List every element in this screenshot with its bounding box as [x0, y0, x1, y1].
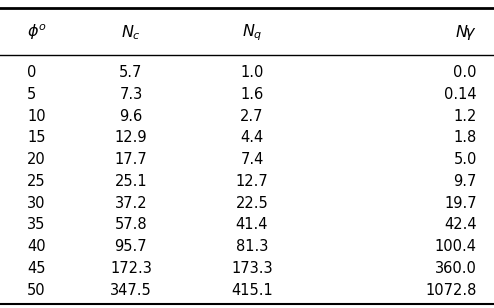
Text: 4.4: 4.4: [240, 130, 264, 145]
Text: 173.3: 173.3: [231, 261, 273, 276]
Text: 15: 15: [27, 130, 45, 145]
Text: 0: 0: [27, 65, 37, 80]
Text: 5: 5: [27, 87, 37, 102]
Text: 100.4: 100.4: [435, 239, 477, 254]
Text: $N_q$: $N_q$: [242, 22, 262, 43]
Text: 40: 40: [27, 239, 46, 254]
Text: 17.7: 17.7: [115, 152, 147, 167]
Text: 37.2: 37.2: [115, 196, 147, 211]
Text: 81.3: 81.3: [236, 239, 268, 254]
Text: 0.14: 0.14: [444, 87, 477, 102]
Text: $N_c$: $N_c$: [121, 23, 141, 42]
Text: 12.7: 12.7: [236, 174, 268, 189]
Text: $\phi^o$: $\phi^o$: [27, 22, 47, 42]
Text: 7.4: 7.4: [240, 152, 264, 167]
Text: 57.8: 57.8: [115, 217, 147, 233]
Text: 1.0: 1.0: [240, 65, 264, 80]
Text: 45: 45: [27, 261, 45, 276]
Text: 1.6: 1.6: [240, 87, 264, 102]
Text: 12.9: 12.9: [115, 130, 147, 145]
Text: 360.0: 360.0: [435, 261, 477, 276]
Text: 415.1: 415.1: [231, 283, 273, 298]
Text: 1072.8: 1072.8: [425, 283, 477, 298]
Text: 1.8: 1.8: [453, 130, 477, 145]
Text: 25: 25: [27, 174, 46, 189]
Text: 9.7: 9.7: [453, 174, 477, 189]
Text: 2.7: 2.7: [240, 108, 264, 124]
Text: 172.3: 172.3: [110, 261, 152, 276]
Text: 25.1: 25.1: [115, 174, 147, 189]
Text: 7.3: 7.3: [119, 87, 143, 102]
Text: 9.6: 9.6: [119, 108, 143, 124]
Text: 1.2: 1.2: [453, 108, 477, 124]
Text: 22.5: 22.5: [236, 196, 268, 211]
Text: 0.0: 0.0: [453, 65, 477, 80]
Text: 30: 30: [27, 196, 45, 211]
Text: 20: 20: [27, 152, 46, 167]
Text: 19.7: 19.7: [444, 196, 477, 211]
Text: 347.5: 347.5: [110, 283, 152, 298]
Text: 5.0: 5.0: [453, 152, 477, 167]
Text: 95.7: 95.7: [115, 239, 147, 254]
Text: 42.4: 42.4: [444, 217, 477, 233]
Text: 10: 10: [27, 108, 46, 124]
Text: 35: 35: [27, 217, 45, 233]
Text: 50: 50: [27, 283, 46, 298]
Text: 5.7: 5.7: [119, 65, 143, 80]
Text: $N\!\gamma$: $N\!\gamma$: [455, 23, 477, 42]
Text: 41.4: 41.4: [236, 217, 268, 233]
